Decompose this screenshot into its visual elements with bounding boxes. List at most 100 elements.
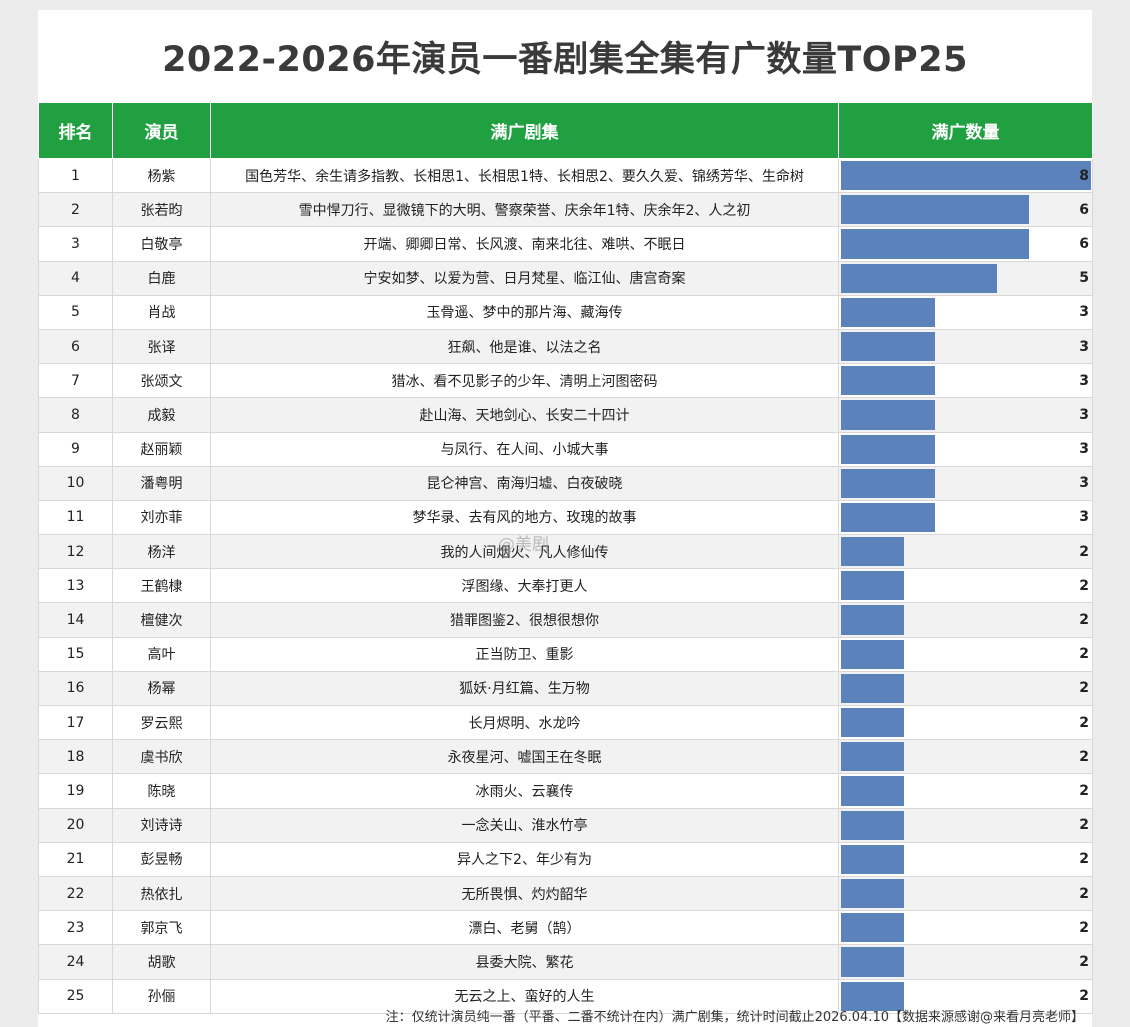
count-bar — [841, 981, 904, 1011]
shows-cell: 狐妖·月红篇、生万物 — [210, 670, 839, 707]
shows-cell: 无所畏惧、灼灼韶华 — [210, 875, 839, 912]
count-value-label: 2 — [1079, 612, 1089, 629]
count-cell: 2 — [838, 670, 1093, 707]
shows-cell: 赴山海、天地剑心、长安二十四计 — [210, 397, 839, 433]
rank-cell: 5 — [38, 294, 113, 330]
rank-cell: 12 — [38, 534, 113, 570]
rank-cell: 23 — [38, 910, 113, 946]
count-value-label: 3 — [1079, 372, 1089, 389]
count-value-label: 3 — [1079, 338, 1089, 355]
table-row: 20 刘诗诗 一念关山、淮水竹亭 2 — [38, 807, 1093, 843]
table-row: 8 成毅 赴山海、天地剑心、长安二十四计 3 — [38, 397, 1093, 433]
count-bar — [841, 502, 935, 533]
table-row: 4 白鹿 宁安如梦、以爱为营、日月梵星、临江仙、唐宫奇案 5 — [38, 260, 1093, 296]
count-value-label: 3 — [1079, 509, 1089, 526]
rank-cell: 4 — [38, 260, 113, 296]
actor-cell: 潘粤明 — [112, 465, 211, 501]
rank-cell: 25 — [38, 978, 113, 1014]
count-bar — [841, 844, 904, 874]
count-value-label: 2 — [1079, 885, 1089, 902]
count-value-label: 2 — [1079, 782, 1089, 799]
table-row: 25 孙俪 无云之上、蛮好的人生 2 — [38, 978, 1093, 1014]
rank-cell: 6 — [38, 328, 113, 365]
table-row: 9 赵丽颖 与凤行、在人间、小城大事 3 — [38, 431, 1093, 467]
rank-cell: 8 — [38, 397, 113, 433]
count-cell: 6 — [838, 192, 1093, 228]
shows-cell: 猎冰、看不见影子的少年、清明上河图密码 — [210, 363, 839, 399]
actor-cell: 张若昀 — [112, 192, 211, 228]
count-cell: 8 — [838, 157, 1093, 194]
table-row: 3 白敬亭 开端、卿卿日常、长风渡、南来北往、难哄、不眠日 6 — [38, 226, 1093, 262]
count-value-label: 3 — [1079, 304, 1089, 321]
count-bar — [841, 605, 904, 635]
shows-cell: 漂白、老舅（鹄） — [210, 910, 839, 946]
table-header-row: 排名 演员 满广剧集 满广数量 — [38, 102, 1093, 159]
count-value-label: 2 — [1079, 988, 1089, 1005]
count-cell: 2 — [838, 602, 1093, 638]
table-row: 10 潘粤明 昆仑神宫、南海归墟、白夜破晓 3 — [38, 465, 1093, 501]
count-value-label: 2 — [1079, 543, 1089, 560]
rank-cell: 11 — [38, 499, 113, 536]
table-row: 13 王鹤棣 浮图缘、大奉打更人 2 — [38, 568, 1093, 604]
count-cell: 2 — [838, 944, 1093, 980]
shows-cell: 开端、卿卿日常、长风渡、南来北往、难哄、不眠日 — [210, 226, 839, 262]
count-cell: 2 — [838, 841, 1093, 877]
ranking-sheet: 2022-2026年演员一番剧集全集有广数量TOP25 排名 演员 满广剧集 满… — [38, 10, 1093, 1027]
rank-cell: 19 — [38, 773, 113, 809]
actor-cell: 罗云熙 — [112, 704, 211, 741]
rank-cell: 10 — [38, 465, 113, 501]
shows-cell: 县委大院、繁花 — [210, 944, 839, 980]
count-bar — [841, 571, 904, 601]
table-row: 23 郭京飞 漂白、老舅（鹄） 2 — [38, 910, 1093, 946]
rank-cell: 14 — [38, 602, 113, 638]
ranking-table: 排名 演员 满广剧集 满广数量 1 杨紫 国色芳华、余生请多指教、长相思1、长相思1… — [38, 102, 1093, 1014]
table-row: 14 檀健次 猎罪图鉴2、很想很想你 2 — [38, 602, 1093, 638]
table-row: 5 肖战 玉骨遥、梦中的那片海、藏海传 3 — [38, 294, 1093, 330]
actor-cell: 赵丽颖 — [112, 431, 211, 467]
count-bar — [841, 229, 1029, 259]
rank-cell: 3 — [38, 226, 113, 262]
count-bar — [841, 947, 904, 977]
actor-cell: 檀健次 — [112, 602, 211, 638]
count-bar — [841, 434, 935, 464]
count-bar — [841, 742, 904, 772]
rank-cell: 13 — [38, 568, 113, 604]
actor-cell: 杨紫 — [112, 157, 211, 194]
footnote: 注：仅统计演员纯一番（平番、二番不统计在内）满广剧集，统计时间截止2026.04… — [385, 1009, 1084, 1025]
shows-cell: 宁安如梦、以爱为营、日月梵星、临江仙、唐宫奇案 — [210, 260, 839, 296]
actor-cell: 孙俪 — [112, 978, 211, 1014]
column-header-rank: 排名 — [38, 102, 113, 159]
actor-cell: 刘诗诗 — [112, 807, 211, 843]
shows-cell: 昆仑神宫、南海归墟、白夜破晓 — [210, 465, 839, 501]
count-bar — [841, 400, 935, 430]
shows-cell: 梦华录、去有风的地方、玫瑰的故事 — [210, 499, 839, 536]
table-row: 1 杨紫 国色芳华、余生请多指教、长相思1、长相思1特、长相思2、要久久爱、锦绣芳华… — [38, 157, 1093, 194]
actor-cell: 王鹤棣 — [112, 568, 211, 604]
actor-cell: 刘亦菲 — [112, 499, 211, 536]
table-row: 22 热依扎 无所畏惧、灼灼韶华 2 — [38, 875, 1093, 912]
count-value-label: 2 — [1079, 919, 1089, 936]
table-row: 16 杨幂 狐妖·月红篇、生万物 2 — [38, 670, 1093, 707]
count-cell: 2 — [838, 534, 1093, 570]
rank-cell: 2 — [38, 192, 113, 228]
shows-cell: 正当防卫、重影 — [210, 636, 839, 672]
table-row: 24 胡歌 县委大院、繁花 2 — [38, 944, 1093, 980]
count-cell: 3 — [838, 397, 1093, 433]
shows-cell: 异人之下2、年少有为 — [210, 841, 839, 877]
page-title: 2022-2026年演员一番剧集全集有广数量TOP25 — [162, 39, 968, 80]
count-cell: 2 — [838, 773, 1093, 809]
actor-cell: 杨幂 — [112, 670, 211, 707]
actor-cell: 胡歌 — [112, 944, 211, 980]
table-row: 6 张译 狂飙、他是谁、以法之名 3 — [38, 328, 1093, 365]
count-bar — [841, 297, 935, 327]
rank-cell: 7 — [38, 363, 113, 399]
rank-cell: 20 — [38, 807, 113, 843]
count-cell: 6 — [838, 226, 1093, 262]
count-value-label: 3 — [1079, 441, 1089, 458]
count-value-label: 6 — [1079, 201, 1089, 218]
shows-cell: 一念关山、淮水竹亭 — [210, 807, 839, 843]
shows-cell: 雪中悍刀行、显微镜下的大明、警察荣誉、庆余年1特、庆余年2、人之初 — [210, 192, 839, 228]
rank-cell: 15 — [38, 636, 113, 672]
rank-cell: 16 — [38, 670, 113, 707]
shows-cell: 玉骨遥、梦中的那片海、藏海传 — [210, 294, 839, 330]
